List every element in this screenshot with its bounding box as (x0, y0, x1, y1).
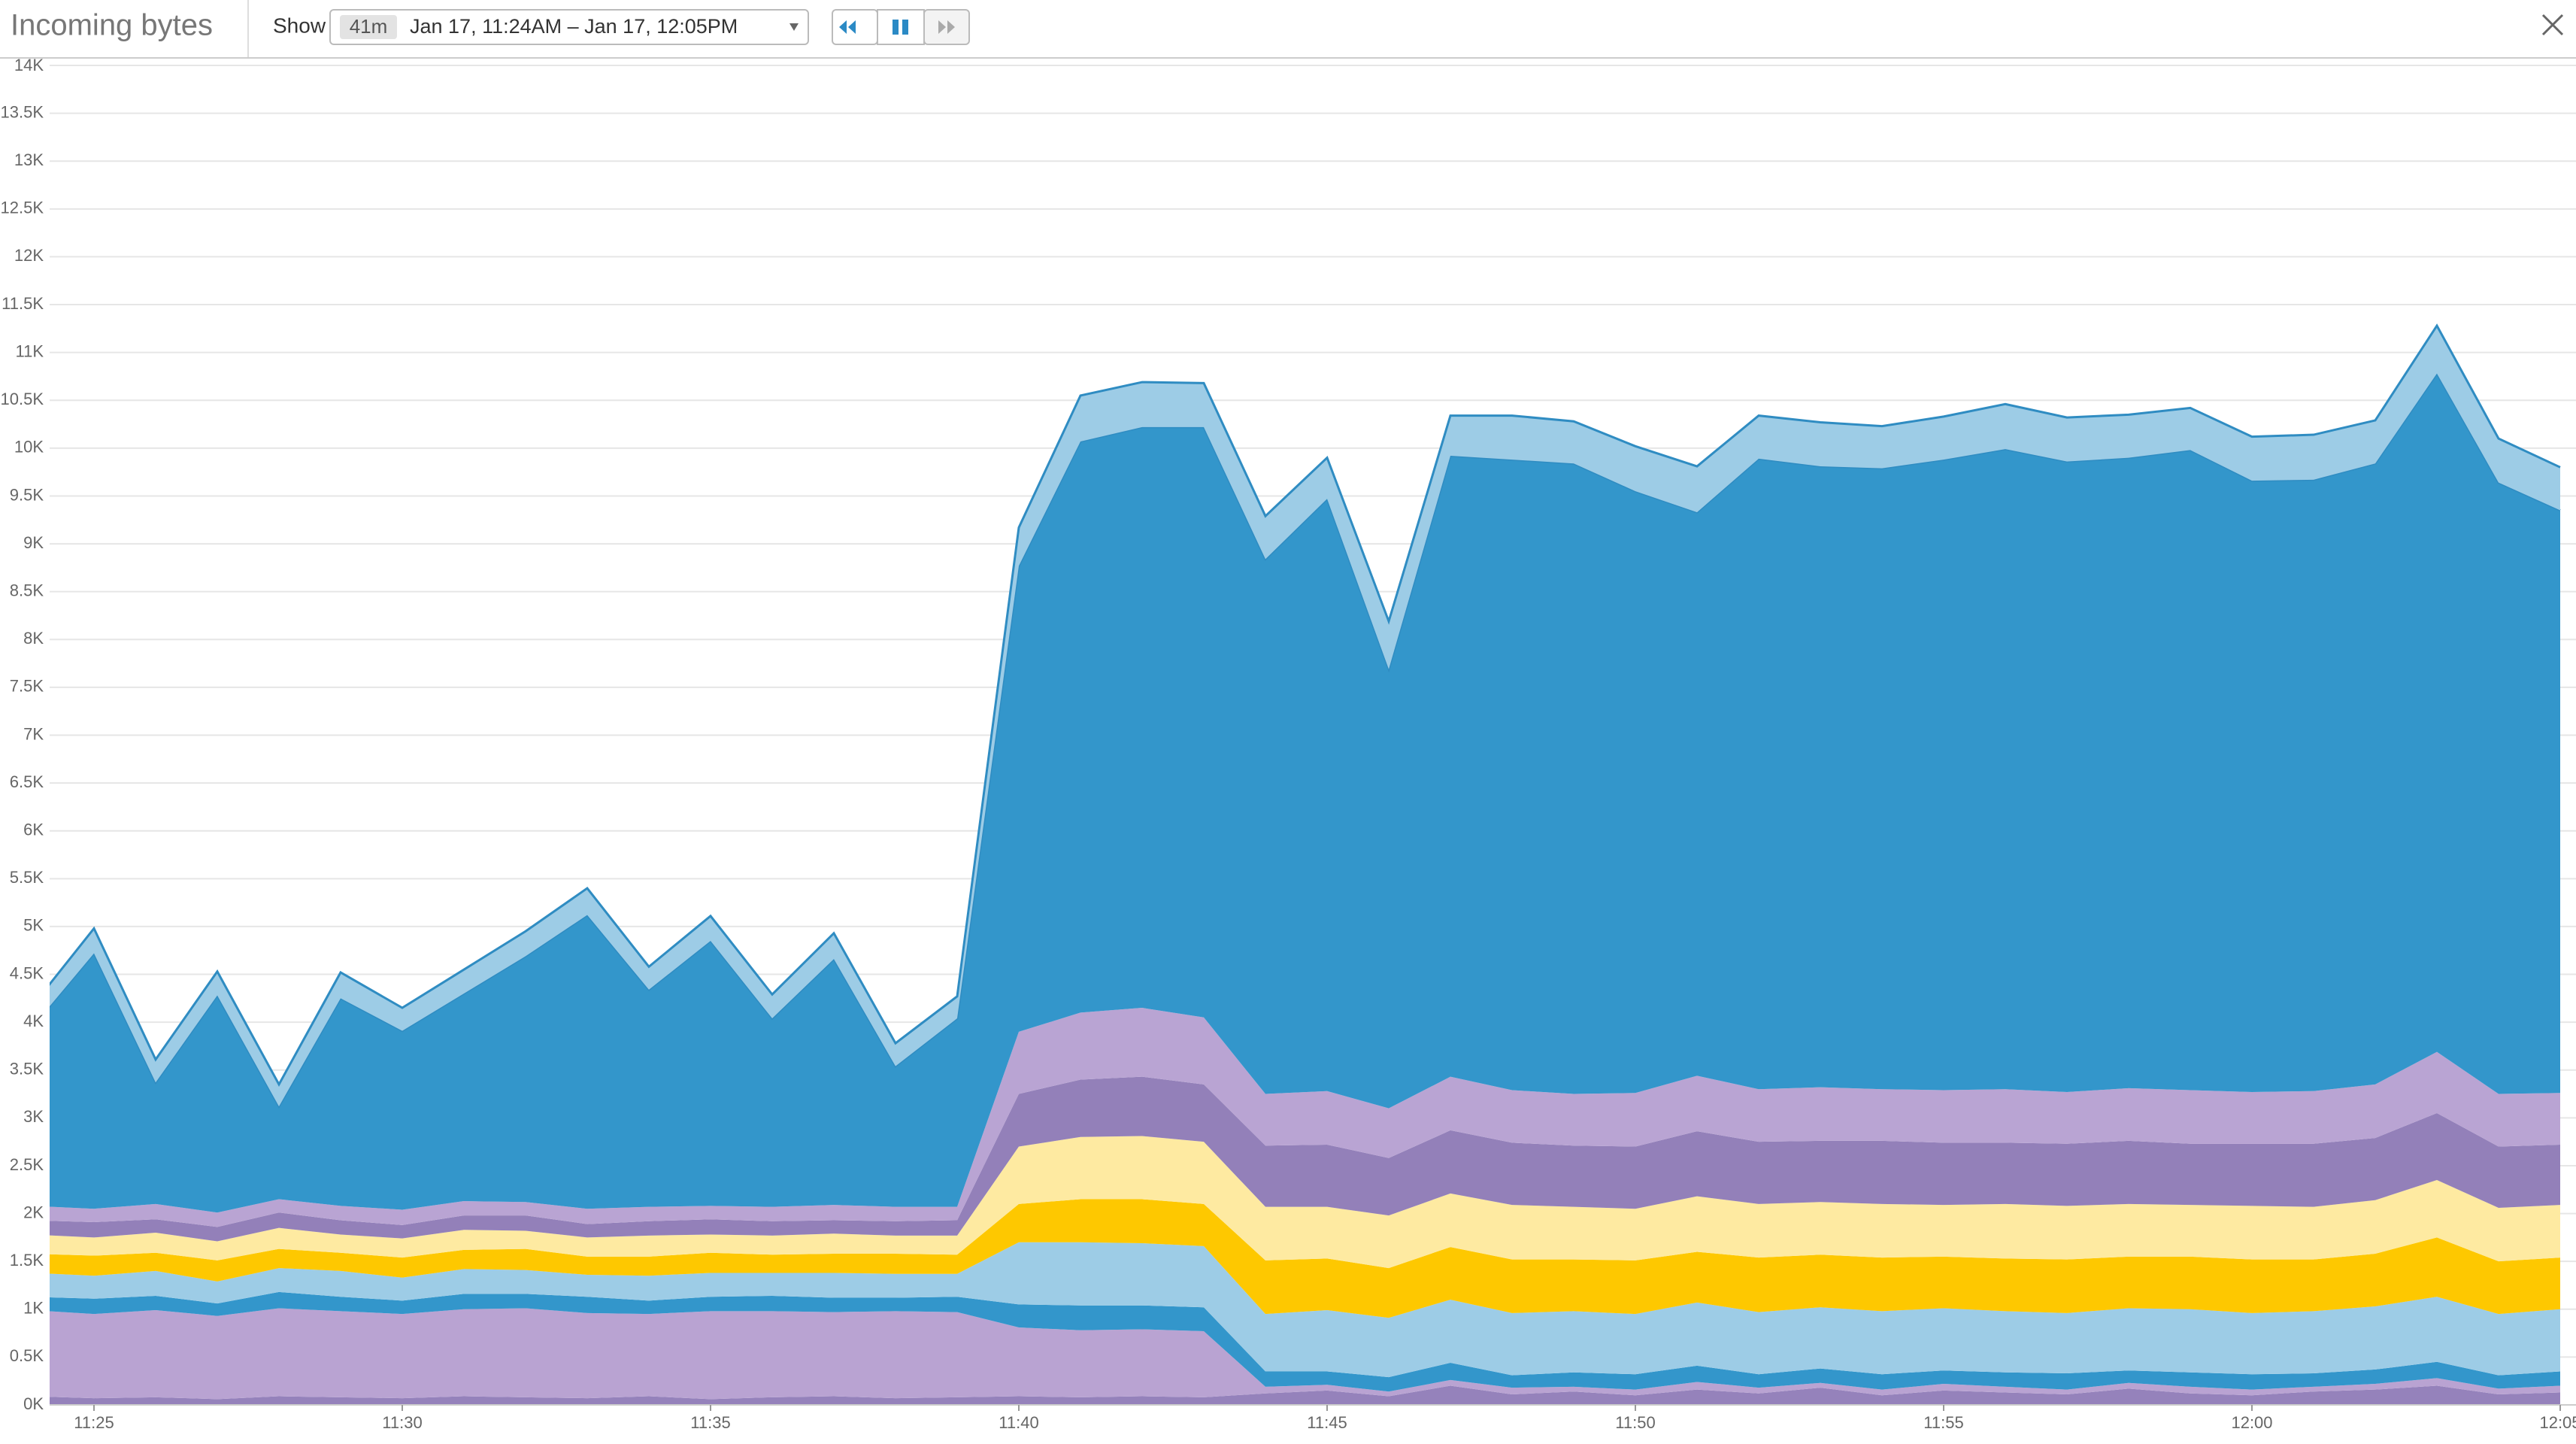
dropdown-box[interactable] (329, 9, 809, 45)
x-tick-label: 11:25 (74, 1413, 114, 1432)
playback-controls (832, 9, 970, 45)
forward-icon (938, 20, 955, 34)
pause-button[interactable] (877, 9, 925, 45)
x-tick-label: 11:45 (1307, 1413, 1347, 1432)
area (50, 1199, 2560, 1318)
area (50, 1008, 2560, 1227)
area (50, 1308, 2560, 1400)
rewind-icon (839, 20, 856, 34)
plot-area (50, 323, 2561, 1405)
x-tick-label: 11:55 (1923, 1413, 1963, 1432)
y-tick-label: 9K (23, 533, 44, 552)
x-tick-label: 11:35 (690, 1413, 730, 1432)
pause-icon (902, 20, 908, 35)
range-badge-bg (340, 15, 397, 39)
x-tick-label: 11:40 (999, 1413, 1038, 1432)
y-tick-label: 10K (14, 438, 44, 457)
y-tick-label: 14K (14, 56, 44, 74)
x-tick-label: 12:00 (2231, 1413, 2272, 1432)
range-text: Jan 17, 11:24AM – Jan 17, 12:05PM (410, 15, 738, 38)
area (50, 373, 2560, 1213)
y-tick-label: 8.5K (10, 581, 44, 599)
show-label: Show (273, 14, 326, 37)
y-tick-label: 7.5K (10, 677, 44, 696)
area-outline (50, 371, 2561, 1109)
y-tick-label: 13.5K (1, 102, 44, 121)
y-tick-label: 12.5K (1, 199, 44, 217)
y-tick-label: 8K (23, 629, 44, 648)
area (50, 326, 2560, 1107)
y-tick-label: 11.5K (2, 294, 44, 313)
y-tick-label: 3.5K (10, 1060, 44, 1078)
y-tick-label: 1.5K (10, 1251, 44, 1270)
range-badge: 41m (350, 15, 388, 38)
panel-title: Incoming bytes (11, 9, 213, 42)
area (50, 1242, 2560, 1378)
y-tick-label: 3K (23, 1107, 44, 1126)
area (50, 1291, 2560, 1392)
y-tick-label: 5.5K (10, 868, 44, 887)
y-tick-label: 7K (23, 724, 44, 743)
y-tick-label: 0.5K (10, 1346, 44, 1365)
y-tick-label: 9.5K (10, 485, 44, 504)
y-tick-label: 13K (14, 150, 44, 169)
close-button[interactable] (2541, 14, 2564, 36)
area (50, 1385, 2560, 1405)
forward-button[interactable] (923, 9, 970, 45)
y-tick-label: 0K (23, 1394, 44, 1413)
y-tick-label: 6.5K (10, 772, 44, 791)
area (50, 1136, 2560, 1269)
x-tick-label: 12:05 (2539, 1413, 2576, 1432)
x-tick-label: 11:50 (1615, 1413, 1655, 1432)
y-tick-label: 2.5K (10, 1155, 44, 1174)
pause-icon (893, 20, 899, 35)
chart: 0K 0.5K 1K 1.5K 2K 2.5K 3K 3.5K 4K 4.5K 5K 5.5K 6K 6.… (1, 56, 2576, 1432)
y-tick-label: 10.5K (1, 390, 44, 408)
x-tick-label: 11:30 (382, 1413, 422, 1432)
y-tick-label: 12K (14, 246, 44, 265)
dropdown-arrow (789, 23, 799, 31)
y-tick-label: 6K (23, 821, 44, 839)
y-tick-label: 5K (23, 916, 44, 935)
y-tick-label: 11K (15, 341, 44, 360)
y-tick-label: 1K (23, 1299, 44, 1318)
time-range-dropdown[interactable]: 41m Jan 17, 11:24AM – Jan 17, 12:05PM (329, 9, 809, 45)
y-tick-label: 4K (23, 1012, 44, 1030)
area-outline (50, 323, 2561, 1087)
header: Incoming bytes Show 41m Jan 17, 11:24AM … (0, 0, 2576, 59)
y-tick-label: 4.5K (10, 963, 44, 982)
y-tick-label: 2K (23, 1203, 44, 1221)
area (50, 1076, 2560, 1242)
